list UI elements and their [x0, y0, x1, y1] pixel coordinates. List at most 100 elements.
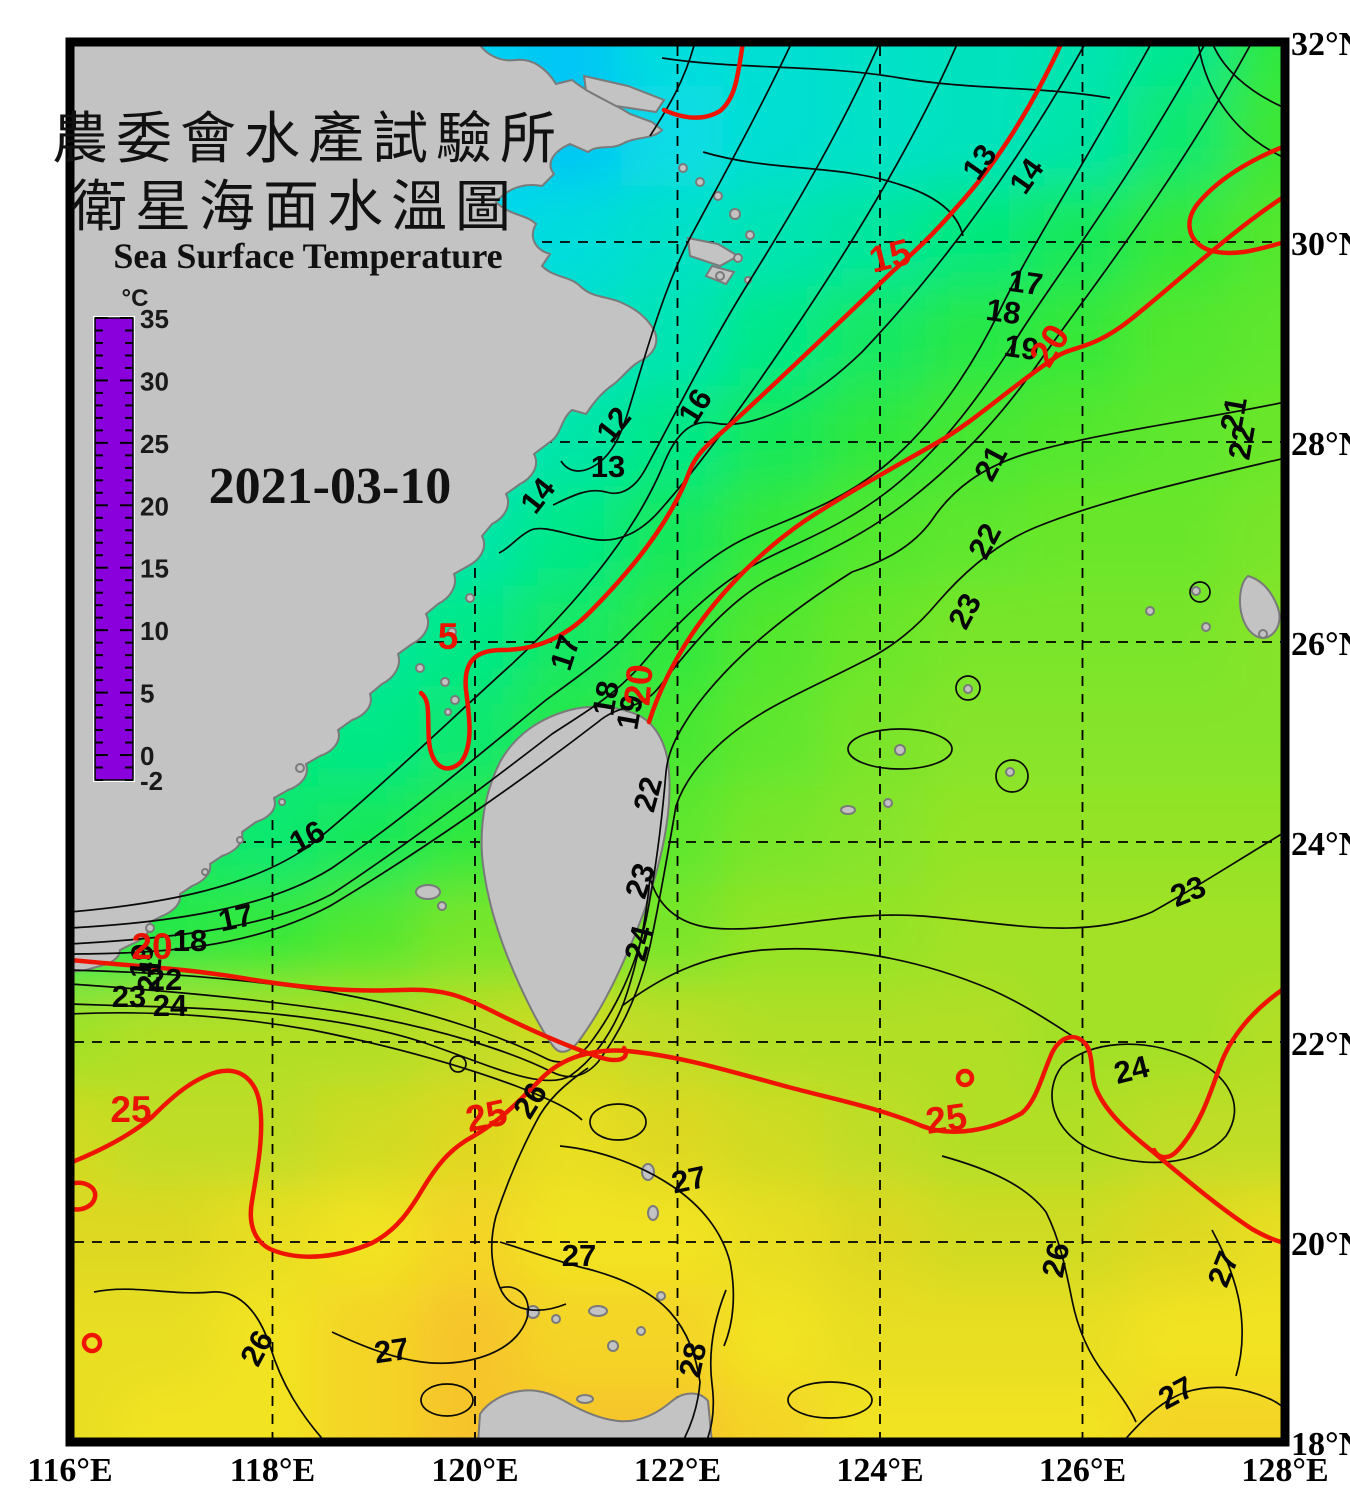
- sst-cell: [1026, 686, 1139, 798]
- lon-tick-label: 128°E: [1241, 1452, 1328, 1489]
- sst-cell: [722, 86, 835, 198]
- sst-cell: [824, 886, 936, 998]
- contour-label-5: 5: [438, 616, 459, 657]
- contour-label-20: 20: [616, 663, 660, 708]
- sst-cell: [1127, 686, 1240, 798]
- lat-tick-label: 30°N: [1291, 226, 1350, 263]
- contour-label-21: 21: [1213, 394, 1253, 434]
- closed-contour: [955, 675, 981, 701]
- isotherm-14: [498, 46, 958, 554]
- sst-cell: [1229, 1086, 1281, 1198]
- isotherm-13: [552, 46, 880, 506]
- isotherm-25-red-dot: [955, 1068, 975, 1088]
- sst-cell: [520, 586, 633, 698]
- sst-cell: [1229, 1386, 1281, 1438]
- sst-cell: [115, 1286, 228, 1398]
- contour-label-18: 18: [173, 923, 207, 958]
- isotherm-18: [74, 46, 1205, 945]
- colorbar-tick-labels: 35 30 25 20 15 10 5 0-2: [140, 304, 169, 796]
- isotherm-20-red-sw: [74, 958, 628, 1063]
- contour-label-27: 27: [668, 1159, 709, 1200]
- red-isotherms: [74, 46, 1281, 1354]
- lon-tick-label: 120°E: [431, 1452, 518, 1489]
- sst-cell: [824, 1086, 936, 1198]
- sst-cell: [520, 486, 633, 598]
- lon-tick-label: 118°E: [230, 1452, 315, 1489]
- sst-cell: [1127, 386, 1240, 498]
- isotherm-ne-corner-2: [1197, 46, 1281, 157]
- isotherm-28: [706, 1289, 727, 1438]
- sst-cell: [722, 886, 835, 998]
- sst-cell: [1229, 786, 1281, 898]
- sst-cell: [1127, 286, 1240, 398]
- sst-cell: [1127, 486, 1240, 598]
- sst-cell: [1127, 786, 1240, 898]
- sst-cell: [74, 1086, 126, 1198]
- sst-cell: [925, 1086, 1038, 1198]
- sst-cell: [317, 1386, 430, 1438]
- isotherm-10-red: [661, 46, 745, 120]
- contour-label-15: 15: [865, 231, 915, 281]
- isotherm-27d: [1211, 1229, 1243, 1377]
- closed-contour: [449, 1055, 467, 1073]
- colorbar-value-label: 15: [140, 554, 169, 584]
- isotherm-11: [649, 46, 695, 137]
- sst-cell: [722, 1286, 835, 1398]
- isotherm-ne-corner-1: [1212, 46, 1281, 108]
- isotherm-21: [74, 401, 1281, 1063]
- closed-contour: [847, 728, 953, 770]
- zhoushan-islands: [686, 236, 740, 268]
- sst-cell: [1229, 286, 1281, 398]
- sst-cell: [925, 886, 1038, 998]
- lat-lon-gridlines: [74, 46, 1281, 1438]
- isotherm-17: [74, 46, 1151, 929]
- colorbar-value-label: 0: [140, 741, 154, 771]
- isotherm-25-red: [74, 1034, 1281, 1259]
- contour-label-27: 27: [372, 1331, 411, 1370]
- title-zh-line1: 農委會水產試驗所: [52, 109, 564, 171]
- closed-contour: [995, 759, 1029, 793]
- lat-tick-label: 22°N: [1291, 1026, 1350, 1063]
- sst-cell: [824, 1386, 936, 1438]
- babuyan-batanes-islands: [526, 1163, 666, 1404]
- sst-cell: [824, 686, 936, 798]
- contour-label-25: 25: [923, 1095, 969, 1141]
- colorbar-value-label: 20: [140, 491, 169, 521]
- isotherm-23: [74, 833, 1281, 1082]
- colorbar-value-label: 30: [140, 366, 169, 396]
- sst-cell: [824, 186, 936, 298]
- china-mainland: [74, 46, 664, 973]
- sst-cell: [317, 886, 430, 998]
- colorbar-value-label: -2: [140, 766, 163, 796]
- contour-label-26: 26: [1035, 1239, 1076, 1280]
- closed-contour: [420, 1383, 474, 1417]
- colorbar-value-label: 5: [140, 679, 154, 709]
- lat-tick-label: 28°N: [1291, 426, 1350, 463]
- chongming-island: [582, 74, 666, 114]
- contour-label-18: 18: [585, 678, 625, 718]
- contour-label-28: 28: [672, 1339, 713, 1380]
- sst-cell: [74, 1286, 126, 1398]
- lat-tick-label: 26°N: [1291, 626, 1350, 663]
- lat-tick-label: 32°N: [1291, 26, 1350, 63]
- contour-label-22: 22: [1221, 422, 1261, 462]
- sst-cell: [1127, 886, 1240, 998]
- sst-cell: [317, 1086, 430, 1198]
- sst-cell: [1127, 1286, 1240, 1398]
- colorbar-value-label: 35: [140, 304, 169, 334]
- lat-tick-label: 24°N: [1291, 826, 1350, 863]
- sst-cell: [1229, 1186, 1281, 1298]
- colorbar-value-label: 25: [140, 429, 169, 459]
- isotherm-24a: [621, 947, 1083, 1043]
- ryukyu-islands: [840, 574, 1281, 815]
- sst-cell: [1127, 1386, 1240, 1438]
- sst-cell: [925, 1286, 1038, 1398]
- contour-label-21: 21: [131, 956, 169, 993]
- sst-cell: [1127, 46, 1240, 98]
- sst-cell: [520, 1186, 633, 1298]
- sst-cell: [925, 1386, 1038, 1438]
- sst-cell: [216, 1386, 329, 1438]
- lon-tick-label: 122°E: [634, 1452, 721, 1489]
- contour-label-25: 25: [110, 1089, 151, 1130]
